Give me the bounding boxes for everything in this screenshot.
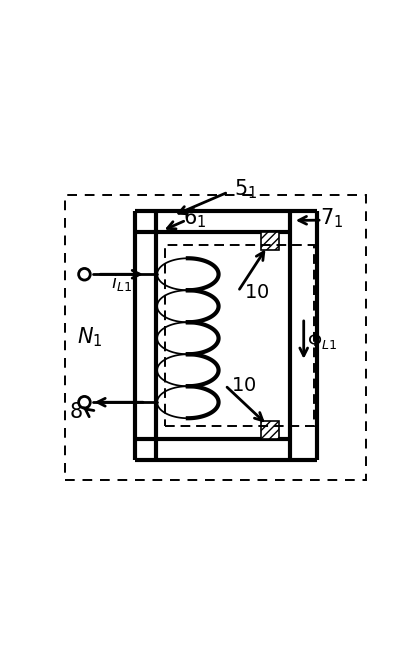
Text: $8$: $8$ (70, 402, 83, 422)
Bar (65, 196, 366, 479)
Text: $7_1$: $7_1$ (320, 206, 343, 229)
Text: $i_{L1}$: $i_{L1}$ (111, 272, 132, 293)
Text: $\Phi_{L1}$: $\Phi_{L1}$ (307, 331, 337, 350)
Text: $N_1$: $N_1$ (77, 326, 102, 349)
Bar (261, 232, 279, 250)
Bar (261, 422, 279, 440)
Bar (290, 211, 317, 460)
Circle shape (79, 396, 90, 408)
Circle shape (79, 269, 90, 280)
Text: $10$: $10$ (231, 376, 257, 396)
Bar (156, 232, 270, 440)
Text: $6_1$: $6_1$ (183, 206, 206, 229)
Bar (165, 245, 314, 426)
Text: $5_1$: $5_1$ (234, 177, 258, 201)
Text: $10$: $10$ (244, 283, 270, 302)
